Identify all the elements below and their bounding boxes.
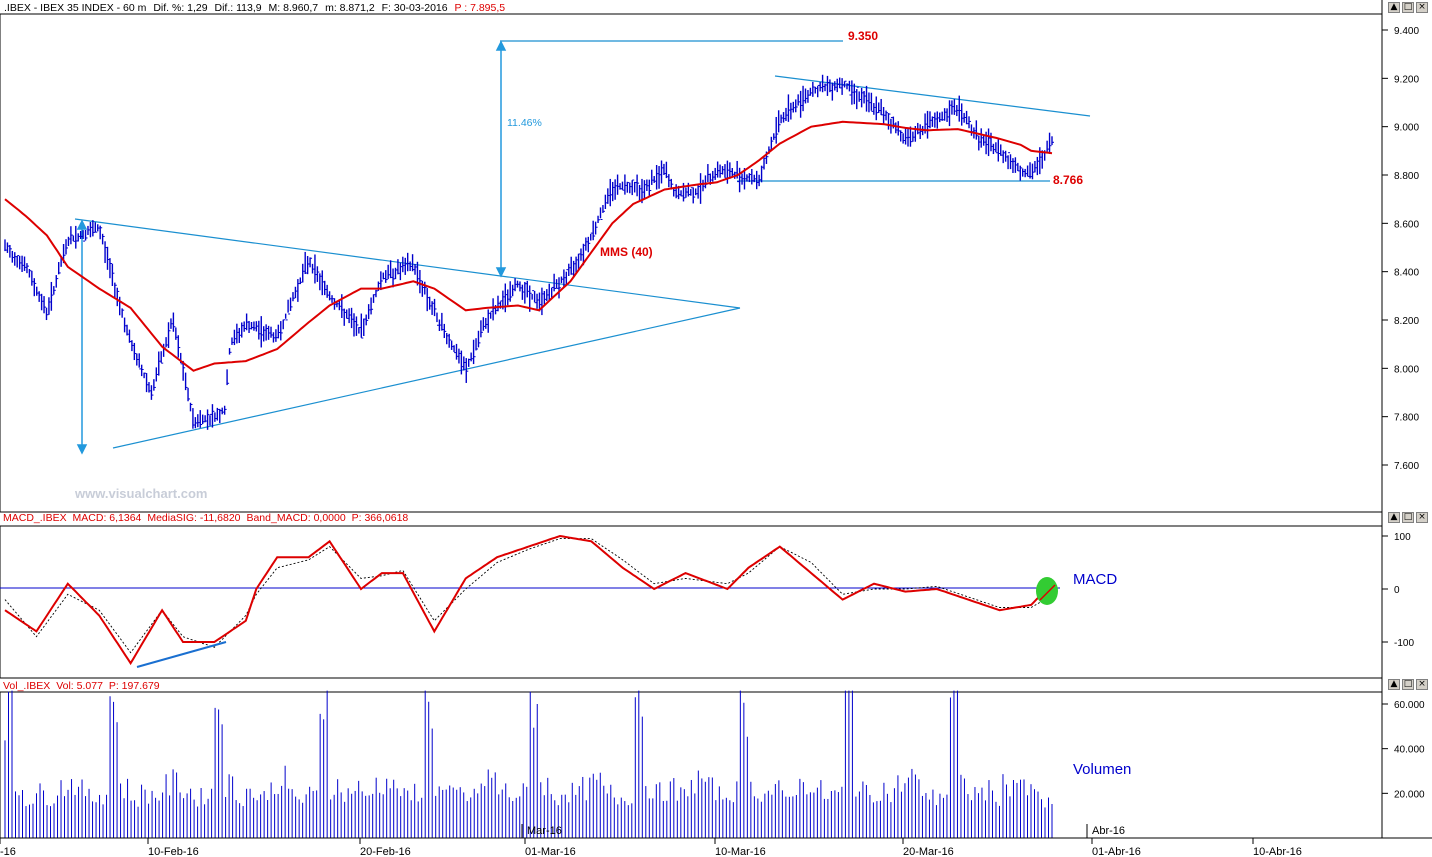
measure-arrows: [76, 40, 507, 455]
macd-close-button[interactable]: ×: [1416, 512, 1428, 523]
price-panel-frame: [0, 13, 1383, 513]
vol-header: Vol_.IBEX Vol: 5.077 P: 197.679: [3, 680, 160, 692]
macd-header: MACD_.IBEX MACD: 6,1364 MediaSIG: -11,68…: [3, 512, 408, 524]
macd-header-band: Band_MACD: 0,0000: [246, 512, 345, 524]
x-tick-label: 01-Abr-16: [1092, 846, 1141, 857]
watermark: www.visualchart.com: [74, 486, 207, 501]
x-tick-label: 10-Abr-16: [1253, 846, 1302, 857]
macd-y-ticks: 100 0 -100: [1382, 532, 1414, 649]
macd-header-signal: MediaSIG: -11,6820: [147, 512, 240, 524]
month-label: Mar-16: [527, 825, 562, 837]
price-y-ticks: 9.400 9.200 9.000 8.800 8.600 8.400 8.200 8.000…: [1382, 26, 1419, 472]
header-dif-pct: Dif. %: 1,29: [153, 2, 207, 14]
triangle-lower-line: [112, 307, 741, 449]
x-tick-label: 20-Mar-16: [903, 846, 954, 857]
macd-restore-button[interactable]: □: [1402, 512, 1414, 523]
macd-panel-frame: [0, 525, 1383, 679]
macd-header-name: MACD_.IBEX: [3, 512, 67, 524]
arrow-head-up-right: [495, 40, 507, 51]
macd-highlight-marker: [1036, 577, 1058, 605]
target-value-label: 9.350: [848, 29, 878, 43]
volume-bars: [4, 690, 1053, 838]
header-min: m: 8.871,2: [325, 2, 375, 14]
price-tick-label: 8.800: [1394, 171, 1419, 182]
macd-tick-label: 100: [1394, 532, 1411, 543]
vol-tick-label: 20.000: [1394, 789, 1425, 800]
x-tick-label: -16: [0, 846, 16, 857]
mms-label: MMS (40): [600, 245, 653, 259]
support-value-label: 8.766: [1053, 173, 1083, 187]
header-max: M: 8.960,7: [269, 2, 319, 14]
price-tick-label: 9.000: [1394, 123, 1419, 134]
price-tick-label: 8.400: [1394, 268, 1419, 279]
vol-restore-button[interactable]: □: [1402, 679, 1414, 690]
volume-y-ticks: 60.000 40.000 20.000: [1382, 700, 1425, 800]
price-tick-label: 9.400: [1394, 26, 1419, 37]
macd-tick-label: 0: [1394, 585, 1400, 596]
macd-label: MACD: [1073, 571, 1117, 588]
macd-header-price: P: 366,0618: [352, 512, 409, 524]
month-label: Abr-16: [1092, 825, 1125, 837]
price-tick-label: 8.200: [1394, 316, 1419, 327]
volume-label: Volumen: [1073, 761, 1131, 778]
close-button[interactable]: ×: [1416, 2, 1428, 13]
arrow-head-up-left: [76, 219, 88, 230]
macd-divergence-line: [136, 641, 227, 668]
price-bars: [4, 74, 1054, 430]
vol-tick-label: 60.000: [1394, 700, 1425, 711]
x-tick-label: 20-Feb-16: [360, 846, 411, 857]
price-header: .IBEX - IBEX 35 INDEX - 60 m Dif. %: 1,2…: [4, 2, 505, 14]
vol-tick-label: 40.000: [1394, 745, 1425, 756]
vol-header-value: Vol: 5.077: [56, 680, 103, 692]
x-tick-label: 10-Feb-16: [148, 846, 199, 857]
mms-line: [4, 120, 1053, 372]
price-tick-label: 8.600: [1394, 219, 1419, 230]
price-tick-label: 7.600: [1394, 461, 1419, 472]
price-tick-label: 9.200: [1394, 74, 1419, 85]
arrow-head-down-right: [495, 267, 507, 278]
x-tick-label: 10-Mar-16: [715, 846, 766, 857]
header-dif: Dif.: 113,9: [215, 2, 262, 14]
y-axis-strip: [1382, 14, 1432, 838]
header-symbol: .IBEX - IBEX 35 INDEX - 60 m: [4, 2, 147, 14]
vol-close-button[interactable]: ×: [1416, 679, 1428, 690]
header-date: F: 30-03-2016: [382, 2, 448, 14]
macd-header-value: MACD: 6,1364: [73, 512, 142, 524]
x-tick-label: 01-Mar-16: [525, 846, 576, 857]
vol-header-name: Vol_.IBEX: [3, 680, 50, 692]
macd-line: [4, 534, 1053, 666]
macd-scroll-up-button[interactable]: ▲: [1388, 512, 1400, 523]
price-tick-label: 7.800: [1394, 413, 1419, 424]
header-price: P : 7.895,5: [455, 2, 506, 14]
macd-tick-label: -100: [1394, 638, 1414, 649]
pct-move-label: 11.46%: [507, 117, 542, 129]
macd-cross-marker: [1039, 584, 1056, 601]
arrow-head-down-left: [76, 444, 88, 455]
price-tick-label: 8.000: [1394, 364, 1419, 375]
vol-header-price: P: 197.679: [109, 680, 160, 692]
vol-scroll-up-button[interactable]: ▲: [1388, 679, 1400, 690]
restore-button[interactable]: □: [1402, 2, 1414, 13]
scroll-up-button[interactable]: ▲: [1388, 2, 1400, 13]
x-axis-labels: -16 10-Feb-16 20-Feb-16 01-Mar-16 10-Mar-16 2…: [0, 824, 1302, 857]
